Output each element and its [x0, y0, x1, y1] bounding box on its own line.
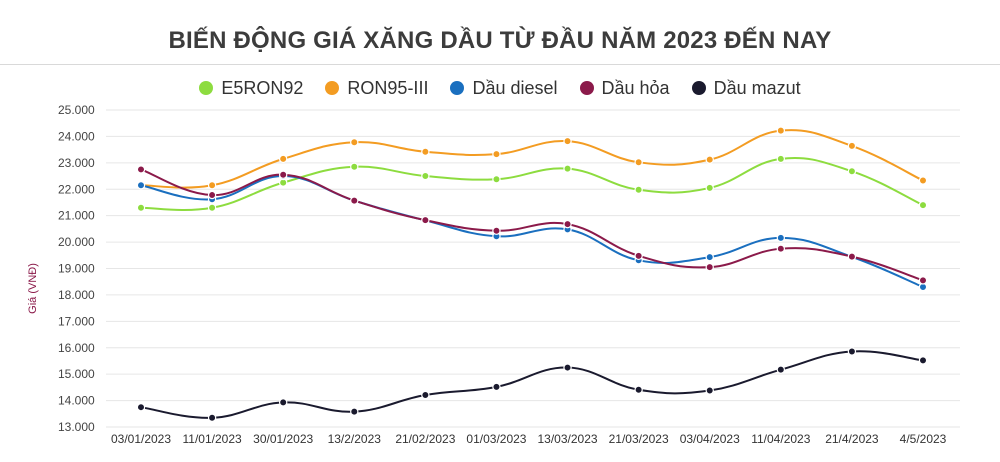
x-tick-label: 11/01/2023 — [183, 432, 242, 446]
y-tick-label: 14.000 — [58, 394, 95, 408]
x-tick-label: 03/01/2023 — [111, 432, 171, 446]
data-point — [207, 190, 217, 200]
data-point — [563, 219, 572, 229]
y-tick-label: 20.000 — [58, 235, 95, 249]
x-tick-label: 4/5/2023 — [900, 432, 947, 446]
data-point — [278, 154, 288, 164]
y-tick-label: 25.000 — [58, 103, 95, 117]
data-point — [705, 252, 714, 262]
data-point — [705, 183, 714, 193]
data-point — [136, 203, 146, 212]
data-point — [421, 390, 430, 400]
y-tick-label: 13.000 — [58, 420, 95, 434]
legend-item[interactable]: Dầu mazut — [691, 77, 801, 99]
data-point — [776, 365, 786, 374]
data-point — [918, 200, 928, 210]
data-point — [136, 165, 146, 174]
data-point — [207, 413, 217, 422]
legend-label: RON95-III — [347, 77, 429, 98]
y-tick-label: 19.000 — [58, 262, 95, 276]
data-point — [634, 158, 643, 167]
x-tick-label: 01/03/2023 — [466, 432, 526, 446]
chart-title-bar: BIẾN ĐỘNG GIÁ XĂNG DẦU TỪ ĐẦU NĂM 2023 Đ… — [0, 18, 1000, 65]
series-line — [140, 350, 924, 419]
legend-label: Dầu mazut — [713, 77, 801, 98]
y-tick-label: 17.000 — [58, 314, 95, 328]
legend-label: Dầu diesel — [472, 77, 558, 98]
series-line — [140, 168, 924, 282]
legend-item[interactable]: Dầu diesel — [450, 77, 558, 99]
data-point — [776, 233, 786, 243]
data-point — [634, 251, 643, 261]
data-point — [492, 226, 501, 235]
y-tick-label: 23.000 — [58, 156, 95, 170]
data-point — [207, 203, 217, 212]
data-point — [563, 363, 572, 372]
data-point — [421, 215, 430, 225]
legend-marker — [325, 81, 340, 95]
y-tick-label: 24.000 — [58, 129, 95, 143]
data-point — [918, 176, 928, 185]
data-point — [563, 136, 572, 146]
x-tick-label: 03/04/2023 — [680, 432, 740, 446]
data-point — [634, 385, 643, 394]
x-tick-label: 13/03/2023 — [538, 432, 598, 446]
data-point — [847, 141, 857, 151]
data-point — [421, 147, 430, 156]
data-point — [776, 244, 786, 253]
series-line — [140, 129, 924, 189]
y-tick-label: 15.000 — [58, 367, 95, 381]
x-tick-label: 13/2/2023 — [328, 432, 382, 446]
legend-marker — [199, 81, 214, 95]
series-line — [140, 175, 924, 288]
data-point — [563, 164, 572, 173]
legend-item[interactable]: RON95-III — [325, 78, 428, 99]
data-point — [350, 196, 359, 205]
series-line — [140, 157, 924, 211]
x-tick-label: 21/03/2023 — [609, 432, 669, 446]
legend-label: Dầu hỏa — [601, 77, 670, 98]
data-point — [278, 398, 288, 407]
legend-marker — [691, 81, 706, 95]
y-axis-label: Giá (VNĐ) — [27, 263, 39, 314]
legend-item[interactable]: Dầu hỏa — [579, 77, 670, 99]
data-point — [776, 154, 786, 164]
data-point — [350, 138, 359, 147]
data-point — [136, 181, 146, 190]
data-point — [492, 175, 501, 184]
data-point — [705, 155, 714, 164]
legend-marker — [450, 81, 465, 95]
x-tick-label: 30/01/2023 — [253, 432, 313, 446]
legend-label: E5RON92 — [221, 77, 304, 98]
y-tick-label: 22.000 — [58, 182, 95, 196]
x-tick-label: 21/02/2023 — [395, 432, 455, 446]
y-tick-label: 16.000 — [58, 341, 95, 355]
data-point — [136, 402, 146, 412]
data-point — [847, 167, 857, 176]
data-point — [634, 185, 643, 194]
data-point — [492, 382, 501, 392]
x-tick-label: 11/04/2023 — [751, 432, 810, 446]
chart-legend: E5RON92 RON95-III Dầu diesel Dầu hỏa Dầu maz… — [0, 74, 1000, 102]
y-tick-label: 18.000 — [58, 288, 95, 302]
legend-item[interactable]: E5RON92 — [199, 78, 303, 99]
data-point — [421, 171, 430, 181]
chart-title: BIẾN ĐỘNG GIÁ XĂNG DẦU TỪ ĐẦU NĂM 2023 Đ… — [168, 27, 832, 54]
data-point — [207, 181, 217, 190]
data-point — [492, 149, 501, 159]
data-point — [350, 162, 359, 171]
data-point — [705, 386, 714, 395]
data-point — [918, 356, 928, 365]
data-point — [847, 347, 857, 356]
data-point — [847, 252, 857, 261]
data-point — [776, 126, 786, 135]
data-point — [350, 407, 359, 416]
x-tick-label: 21/4/2023 — [825, 432, 879, 446]
data-point — [278, 170, 288, 179]
y-tick-label: 21.000 — [58, 209, 95, 223]
data-point — [705, 262, 714, 272]
legend-marker — [579, 81, 594, 95]
data-point — [918, 276, 928, 285]
